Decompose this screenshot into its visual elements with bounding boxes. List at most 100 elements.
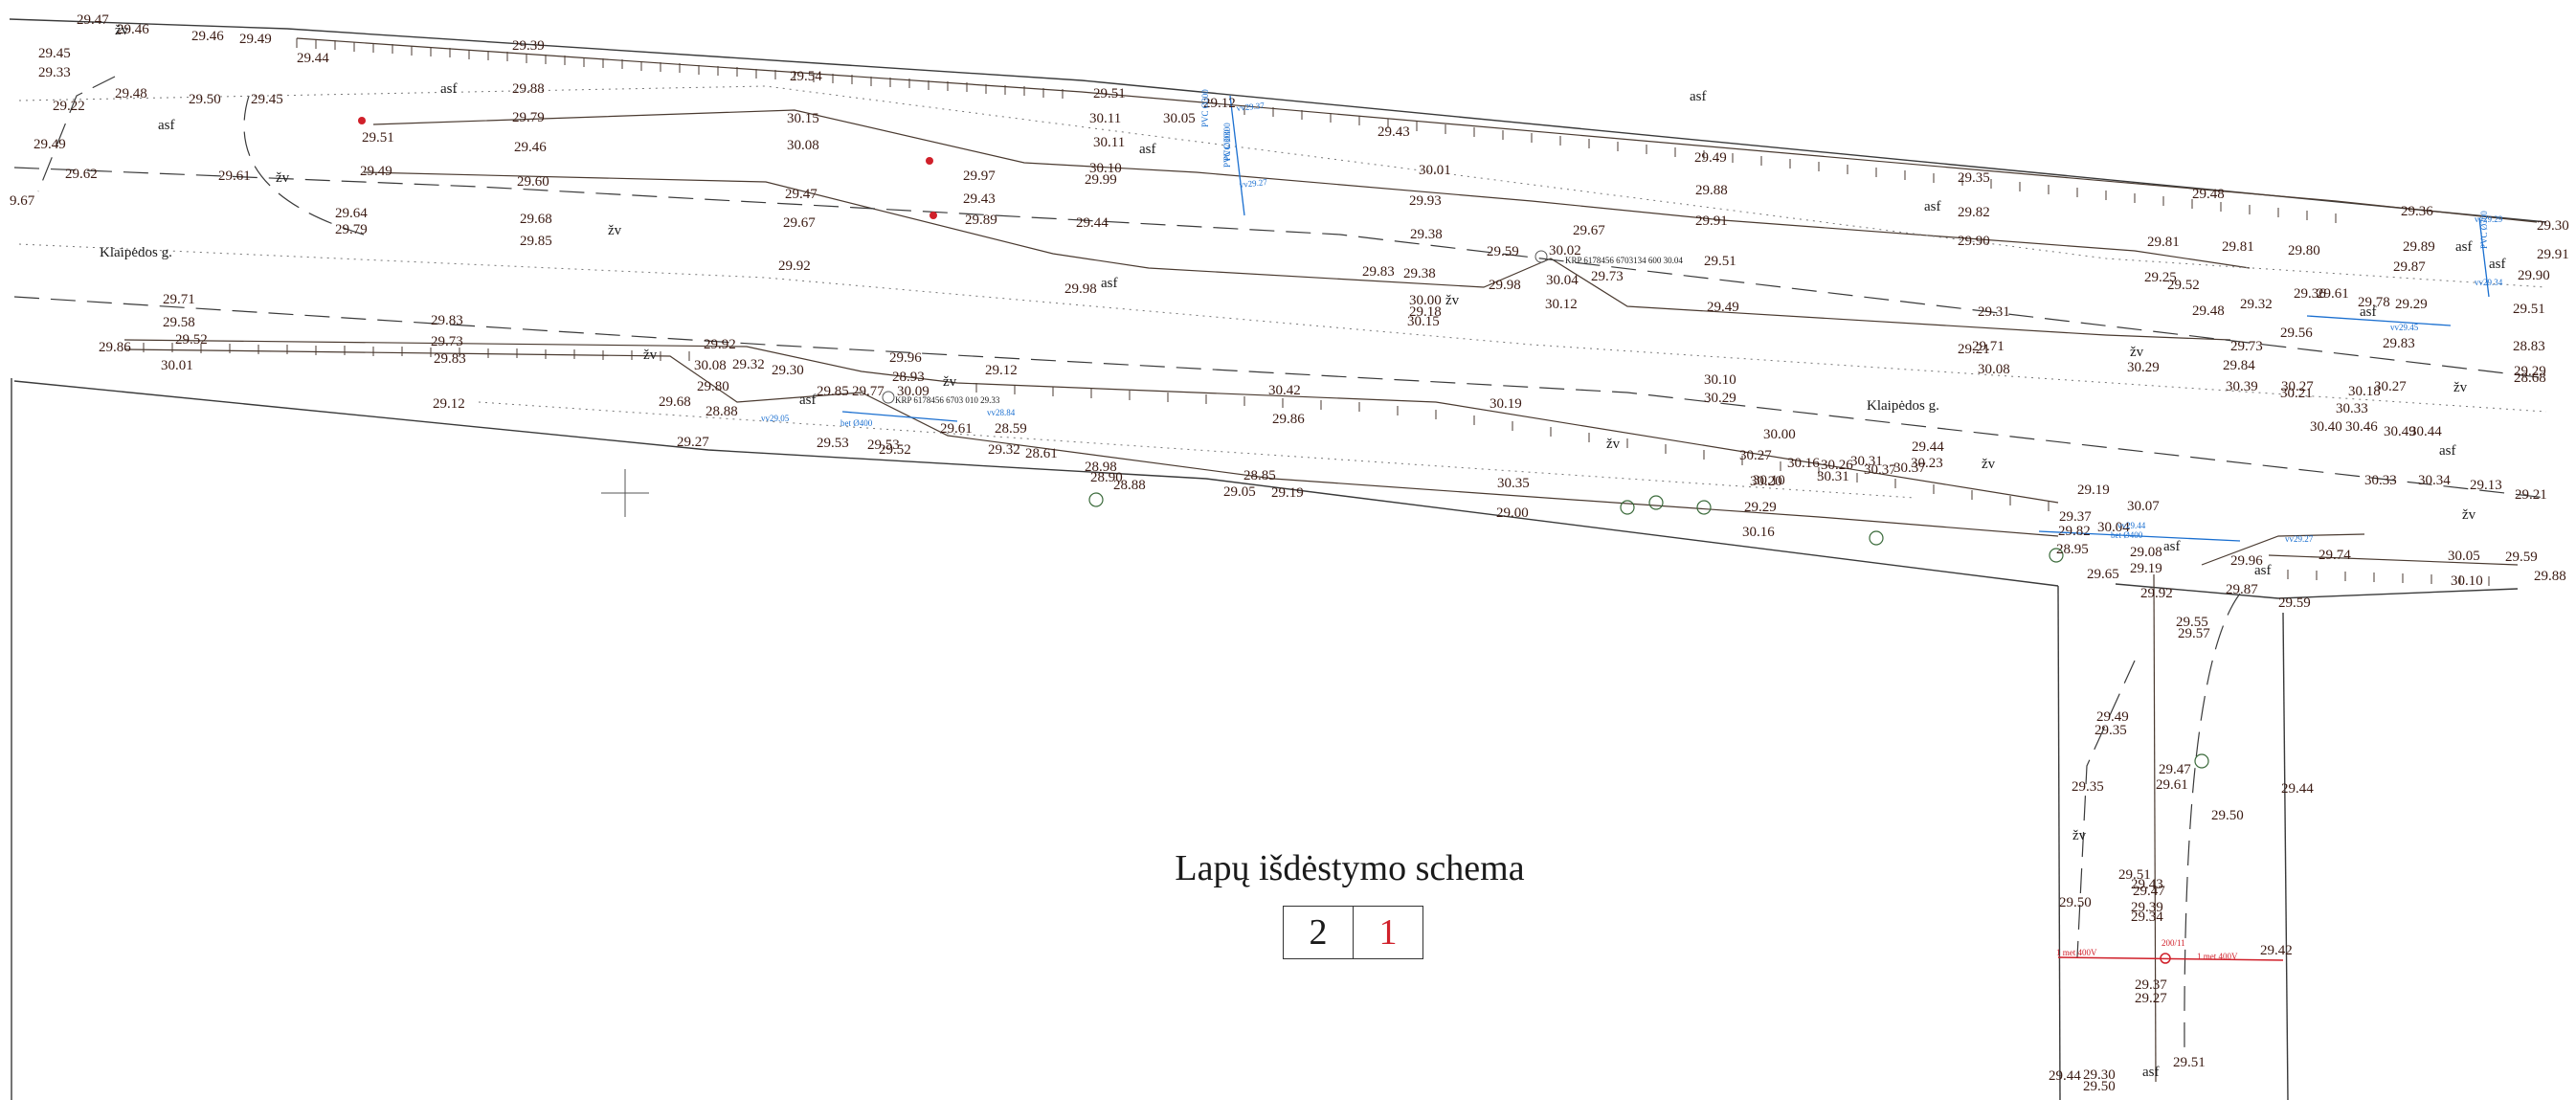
elevation-label: 29.49 bbox=[360, 164, 392, 179]
utility-label: bet Ø400 bbox=[840, 418, 873, 428]
elevation-label: 29.61 bbox=[2317, 286, 2349, 302]
power-cable-label: 1 met 400V bbox=[2197, 952, 2238, 961]
elevation-label: 30.02 bbox=[1549, 243, 1581, 258]
elevation-labels: 29.47 29.46 29.46 29.49 29.45 29.33 29.48 29.22… bbox=[10, 12, 2569, 1094]
elevation-label: 29.89 bbox=[2403, 239, 2435, 255]
elevation-label: 29.43 bbox=[1378, 124, 1410, 140]
elevation-label: 29.51 bbox=[2173, 1055, 2206, 1070]
elevation-label: 29.29 bbox=[1744, 500, 1777, 515]
elevation-label: 29.71 bbox=[1972, 339, 2005, 354]
reference-point-label: KRP 6178456 6703134 600 30.04 bbox=[1565, 256, 1683, 265]
elevation-label: 30.04 bbox=[1546, 273, 1579, 288]
elevation-label: 30.08 bbox=[694, 358, 727, 373]
elevation-label: 29.52 bbox=[2167, 278, 2200, 293]
surface-label: asf bbox=[2163, 539, 2181, 554]
elevation-label: 29.35 bbox=[2094, 723, 2127, 738]
elevation-label: 28.95 bbox=[2056, 542, 2089, 557]
elevation-label: 29.74 bbox=[2318, 548, 2351, 563]
elevation-label: 29.45 bbox=[251, 92, 283, 107]
elevation-label: 29.21 bbox=[1958, 342, 1990, 357]
grass-label: žv bbox=[276, 170, 290, 186]
elevation-label: 29.92 bbox=[2140, 586, 2173, 601]
elevation-label: 29.51 bbox=[1704, 254, 1736, 269]
elevation-label: 30.19 bbox=[1490, 396, 1522, 412]
elevation-label: 29.88 bbox=[2534, 569, 2566, 584]
surface-label: asf bbox=[1690, 89, 1707, 104]
grass-label: žv bbox=[943, 374, 957, 390]
elevation-label: 29.44 bbox=[297, 51, 329, 66]
grass-label: žv bbox=[2462, 507, 2476, 523]
elevation-label: 29.43 bbox=[2131, 877, 2163, 892]
elevation-label: 29.54 bbox=[790, 69, 822, 84]
elevation-label: 29.61 bbox=[218, 168, 251, 184]
elevation-label: 30.00 bbox=[1763, 427, 1796, 442]
utility-label: vv29.45 bbox=[2390, 323, 2419, 332]
elevation-label: 28.88 bbox=[1113, 478, 1146, 493]
curbs bbox=[123, 37, 2538, 1083]
elevation-label: 29.84 bbox=[2223, 358, 2255, 373]
elevation-label: 29.98 bbox=[1064, 281, 1097, 297]
elevation-label: 30.05 bbox=[2448, 549, 2480, 564]
elevation-label: 29.61 bbox=[940, 421, 973, 437]
elevation-label: 30.08 bbox=[787, 138, 819, 153]
elevation-label: 30.39 bbox=[2226, 379, 2258, 394]
elevation-label: 29.77 bbox=[852, 384, 885, 399]
elevation-label: 29.47 bbox=[2159, 762, 2191, 777]
elevation-label: 30.27 bbox=[2374, 379, 2407, 394]
elevation-label: 30.46 bbox=[2345, 419, 2378, 435]
elevation-label: 29.65 bbox=[2087, 567, 2119, 582]
elevation-label: 29.50 bbox=[2059, 895, 2092, 910]
elevation-label: 30.10 bbox=[1704, 372, 1736, 388]
curb-hatching bbox=[143, 38, 2490, 586]
elevation-label: 29.59 bbox=[2278, 595, 2311, 611]
elevation-label: 29.79 bbox=[335, 222, 368, 237]
elevation-label: 9.67 bbox=[10, 193, 35, 209]
elevation-label: 30.15 bbox=[787, 111, 819, 126]
sheet-cell-2[interactable]: 2 bbox=[1309, 912, 1328, 953]
crosshair-mark bbox=[601, 469, 649, 517]
utility-lines bbox=[358, 95, 2490, 964]
elevation-label: 29.91 bbox=[2537, 247, 2569, 262]
grass-label: žv bbox=[1606, 437, 1621, 452]
sheet-cell-1[interactable]: 1 bbox=[1353, 907, 1422, 958]
elevation-label: 29.68 bbox=[520, 212, 552, 227]
elevation-label: 29.73 bbox=[2230, 339, 2263, 354]
elevation-label: 29.51 bbox=[2513, 302, 2545, 317]
elevation-label: 30.10 bbox=[2451, 573, 2483, 589]
elevation-label: 29.51 bbox=[1093, 86, 1126, 101]
surface-label: asf bbox=[158, 118, 175, 133]
street-label: Klaipėdos g. bbox=[1867, 398, 1939, 414]
elevation-label: 30.16 bbox=[1787, 456, 1820, 471]
elevation-label: 30.09 bbox=[897, 384, 930, 399]
elevation-label: 29.50 bbox=[2083, 1079, 2116, 1094]
elevation-label: 29.38 bbox=[1403, 266, 1436, 281]
utility-label: vv29.27 bbox=[2285, 534, 2314, 544]
utility-label: PVC Ø300 bbox=[1222, 129, 1232, 168]
elevation-label: 29.13 bbox=[2470, 478, 2502, 493]
elevation-label: 29.21 bbox=[2515, 487, 2547, 503]
elevation-label: 29.83 bbox=[431, 313, 463, 328]
elevation-label: 29.39 bbox=[512, 38, 545, 54]
surface-label: asf bbox=[1924, 199, 1941, 214]
elevation-label: 29.51 bbox=[2118, 867, 2151, 883]
elevation-label: 29.49 bbox=[2096, 709, 2129, 725]
elevation-label: 28.98 bbox=[1085, 460, 1117, 475]
elevation-label: 29.53 bbox=[817, 436, 849, 451]
utility-label: vv29.37 bbox=[1236, 101, 1266, 113]
elevation-label: 28.83 bbox=[2513, 339, 2545, 354]
elevation-label: 29.37 bbox=[2059, 509, 2092, 525]
utility-label: vv28.84 bbox=[987, 408, 1016, 417]
elevation-label: 29.90 bbox=[2518, 268, 2550, 283]
sheet-grid: 2 1 bbox=[1283, 906, 1423, 959]
elevation-label: 30.31 bbox=[1850, 454, 1883, 469]
elevation-label: 29.46 bbox=[117, 22, 149, 37]
elevation-label: 29.64 bbox=[335, 206, 368, 221]
elevation-label: 29.91 bbox=[1695, 213, 1728, 229]
elevation-label: 29.32 bbox=[2240, 297, 2273, 312]
elevation-label: 29.82 bbox=[2058, 524, 2091, 539]
road-markings bbox=[13, 76, 2547, 1054]
elevation-label: 30.29 bbox=[2127, 360, 2160, 375]
elevation-label: 29.56 bbox=[2280, 326, 2313, 341]
elevation-label: 29.59 bbox=[2505, 550, 2538, 565]
